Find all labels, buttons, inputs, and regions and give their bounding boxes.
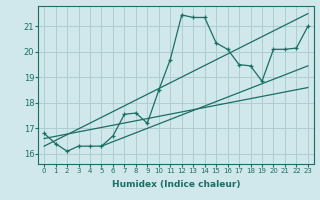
X-axis label: Humidex (Indice chaleur): Humidex (Indice chaleur) (112, 180, 240, 189)
